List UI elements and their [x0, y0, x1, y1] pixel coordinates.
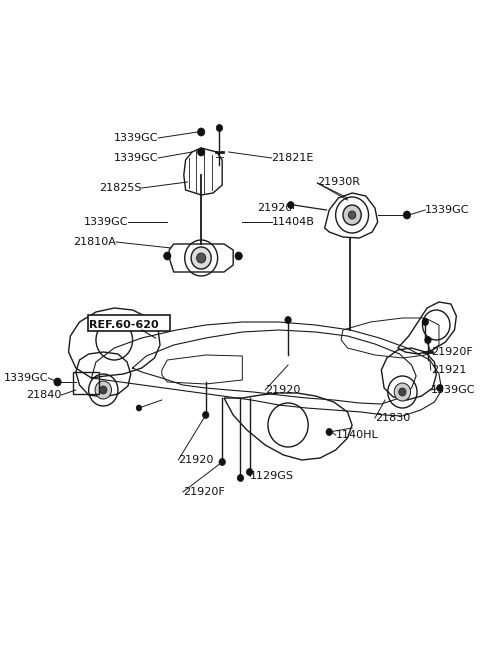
Text: 1339GC: 1339GC	[431, 385, 475, 395]
Text: 21840: 21840	[26, 390, 61, 400]
Circle shape	[285, 316, 291, 324]
Text: 1339GC: 1339GC	[114, 153, 158, 163]
Circle shape	[422, 318, 429, 326]
Text: 21920: 21920	[257, 203, 293, 213]
Text: 21825S: 21825S	[99, 183, 142, 193]
Circle shape	[348, 211, 356, 219]
Text: 21920F: 21920F	[183, 487, 225, 497]
Text: 21920: 21920	[265, 385, 300, 395]
Text: 21921: 21921	[431, 365, 466, 375]
Circle shape	[197, 148, 205, 156]
Circle shape	[326, 428, 333, 436]
Text: 1339GC: 1339GC	[84, 217, 128, 227]
Text: 21930R: 21930R	[317, 177, 360, 187]
Text: 21920F: 21920F	[431, 347, 472, 357]
Circle shape	[403, 211, 410, 219]
Circle shape	[136, 405, 142, 411]
Text: 21830: 21830	[375, 413, 410, 423]
Circle shape	[437, 384, 443, 392]
Circle shape	[425, 337, 431, 343]
Circle shape	[197, 128, 205, 136]
Text: 1339GC: 1339GC	[425, 205, 470, 215]
Circle shape	[197, 253, 206, 263]
Circle shape	[246, 468, 253, 476]
Text: 11404B: 11404B	[272, 217, 314, 227]
Text: 21920: 21920	[178, 455, 214, 465]
Circle shape	[54, 378, 61, 386]
Text: 21821E: 21821E	[272, 153, 314, 163]
Circle shape	[394, 383, 410, 401]
Circle shape	[235, 252, 242, 260]
Circle shape	[288, 202, 294, 208]
Circle shape	[164, 252, 171, 260]
Circle shape	[95, 381, 111, 399]
Circle shape	[237, 474, 244, 481]
FancyBboxPatch shape	[88, 315, 170, 331]
Circle shape	[219, 458, 226, 466]
Circle shape	[343, 205, 361, 225]
Circle shape	[191, 247, 211, 269]
Text: 21810A: 21810A	[73, 237, 116, 247]
Text: 1339GC: 1339GC	[4, 373, 48, 383]
Text: REF.60-620: REF.60-620	[89, 320, 158, 330]
Circle shape	[203, 411, 209, 419]
Text: 1339GC: 1339GC	[114, 133, 158, 143]
Circle shape	[399, 388, 406, 396]
Circle shape	[100, 386, 107, 394]
Circle shape	[216, 124, 223, 132]
Text: 1140HL: 1140HL	[336, 430, 378, 440]
Text: 1129GS: 1129GS	[250, 471, 294, 481]
